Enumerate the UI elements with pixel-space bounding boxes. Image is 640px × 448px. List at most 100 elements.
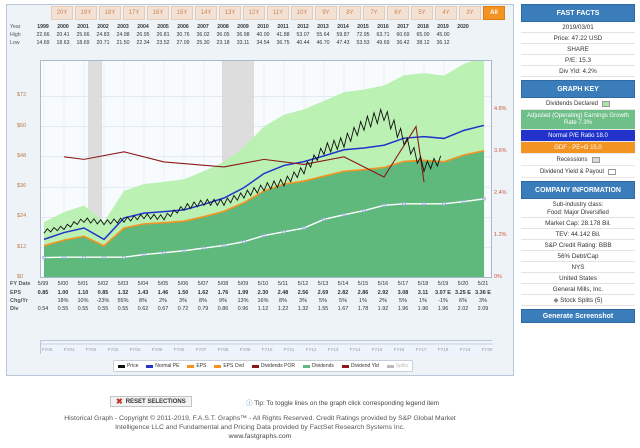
key-recessions[interactable]: Recessions [521, 154, 635, 166]
range-button-18y[interactable]: 18Y [99, 6, 121, 20]
table-cell: 2.09 [477, 306, 489, 312]
table-cell: 0.55 [97, 306, 109, 312]
range-button-20y[interactable]: 20Y [51, 6, 73, 20]
recessions-swatch [591, 156, 600, 163]
payout-checkbox[interactable] [608, 168, 617, 175]
range-button-5y[interactable]: 5Y [411, 6, 433, 20]
table-cell: 1.96 [397, 306, 409, 312]
key-dividends[interactable]: Dividends Declared [521, 98, 635, 110]
table-cell: 5/02 [97, 281, 109, 287]
slider-tick-label: FY14 [350, 347, 361, 352]
legend-item[interactable]: Price [117, 363, 138, 369]
range-button-12y[interactable]: 12Y [243, 6, 265, 20]
y-tick-right: 0% [494, 274, 502, 280]
footer-copyright: Historical Graph - Copyright © 2011-2019… [64, 415, 456, 422]
table-cell: 2.30 [257, 290, 269, 296]
dividend-point [42, 255, 46, 260]
range-button-4y[interactable]: 4Y [435, 6, 457, 20]
range-button-all[interactable]: All [483, 6, 505, 20]
year-cell: 22.34 [136, 40, 150, 46]
footer-credits: Intelligence LLC and Fundamental and Pri… [115, 424, 405, 431]
key-gdf[interactable]: GDF - PE=G 15.0 [521, 142, 635, 154]
generate-screenshot-button[interactable]: Generate Screenshot [521, 309, 635, 323]
dividend-point [302, 226, 306, 230]
main-chart[interactable] [40, 60, 492, 278]
year-cell: 36.98 [236, 32, 250, 38]
y-tick-left: $12 [17, 243, 27, 250]
legend-swatch [341, 364, 349, 368]
table-cell: 0.55 [77, 306, 89, 312]
legend-item[interactable]: EPS [187, 363, 206, 369]
dividend-point [82, 255, 86, 259]
table-cell: 5/19 [437, 281, 449, 287]
range-slider[interactable]: FY00 FY01 FY02 FY03 FY04 FY05 FY06 FY07 FY08 FY09… [40, 340, 493, 355]
chart-legend[interactable]: Price Normal PE EPS EPS Ovd Dividends POR Div… [113, 360, 413, 372]
table-cell: 5/20 [457, 281, 469, 287]
exchange: NYS [521, 262, 635, 273]
table-cell: 2.86 [357, 290, 369, 296]
fast-facts-header: FAST FACTS [521, 4, 635, 22]
legend-label: EPS [196, 363, 207, 369]
table-cell: 1.99 [237, 290, 249, 296]
info-icon: ⓘ [246, 400, 253, 407]
fast-facts-share: SHARE [521, 44, 635, 55]
range-button-6y[interactable]: 6Y [387, 6, 409, 20]
legend-item[interactable]: Dividends [302, 363, 334, 369]
key-dividends-label: Dividends Declared [545, 100, 599, 107]
slider-tick-label: FY08 [218, 347, 229, 352]
y-tick-right: 3.6% [494, 148, 507, 154]
table-cell: 1.32 [297, 306, 309, 312]
year-cell: 36.02 [196, 32, 210, 38]
range-button-7y[interactable]: 7Y [363, 6, 385, 20]
range-button-13y[interactable]: 13Y [219, 6, 241, 20]
year-cell: 60.69 [396, 32, 410, 38]
range-button-16y[interactable]: 16Y [147, 6, 169, 20]
range-button-17y[interactable]: 17Y [123, 6, 145, 20]
year-cell: 27.09 [176, 40, 190, 46]
range-button-14y[interactable]: 14Y [195, 6, 217, 20]
y-tick-left: $24 [17, 213, 27, 220]
key-adjusted-earnings[interactable]: Adjusted (Operating) Earnings Growth Rat… [521, 110, 635, 130]
legend-label: Normal PE [155, 363, 180, 369]
range-button-15y[interactable]: 15Y [171, 6, 193, 20]
legend-item[interactable]: Splits [386, 363, 408, 369]
legend-item[interactable]: Dividends POR [251, 363, 295, 369]
stock-splits[interactable]: ◆ Stock Splits (5) [521, 295, 635, 306]
table-cell: 8% [199, 298, 207, 304]
year-cell: 2010 [257, 24, 269, 30]
range-button-10y[interactable]: 10Y [291, 6, 313, 20]
legend-item[interactable]: Normal PE [146, 363, 179, 369]
year-cell: 2000 [57, 24, 69, 30]
legend-label: EPS Ovd [223, 363, 244, 369]
table-cell: 5/06 [177, 281, 189, 287]
year-cell: 45.00 [436, 32, 450, 38]
legend-item[interactable]: EPS Ovd [214, 363, 244, 369]
year-cell: 34.54 [256, 40, 270, 46]
table-cell: 18% [57, 298, 69, 304]
key-normal-pe[interactable]: Normal P/E Ratio 18.0 [521, 130, 635, 142]
slider-tick-label: FY03 [108, 347, 119, 352]
table-cell: 5/18 [417, 281, 429, 287]
range-button-9y[interactable]: 9Y [315, 6, 337, 20]
dividend-point [122, 255, 126, 259]
slider-tick-label: FY13 [328, 347, 339, 352]
range-button-11y[interactable]: 11Y [267, 6, 289, 20]
year-cell: 36.75 [276, 40, 290, 46]
table-cell: 0.72 [177, 306, 189, 312]
table-cell: 5/16 [377, 281, 389, 287]
key-payout[interactable]: Dividend Yield & Payout [521, 166, 635, 178]
range-button-3y[interactable]: 3Y [459, 6, 481, 20]
table-cell: 1.62 [197, 290, 209, 296]
year-cell: 1999 [37, 24, 49, 30]
range-button-19y[interactable]: 19Y [75, 6, 97, 20]
legend-item[interactable]: Dividend Yld [341, 363, 379, 369]
range-button-8y[interactable]: 8Y [339, 6, 361, 20]
table-cell: 2.02 [457, 306, 469, 312]
reset-selections-button[interactable]: ✖ RESET SELECTIONS [110, 396, 192, 407]
table-cell: 2.48 [277, 290, 289, 296]
table-cell: 5% [319, 298, 327, 304]
chart-svg[interactable] [41, 61, 492, 278]
footer-link[interactable]: www.fastgraphs.com [228, 433, 292, 440]
table-cell: 3.25 E [455, 290, 471, 296]
debt-cap: 56% Debt/Cap [521, 251, 635, 262]
